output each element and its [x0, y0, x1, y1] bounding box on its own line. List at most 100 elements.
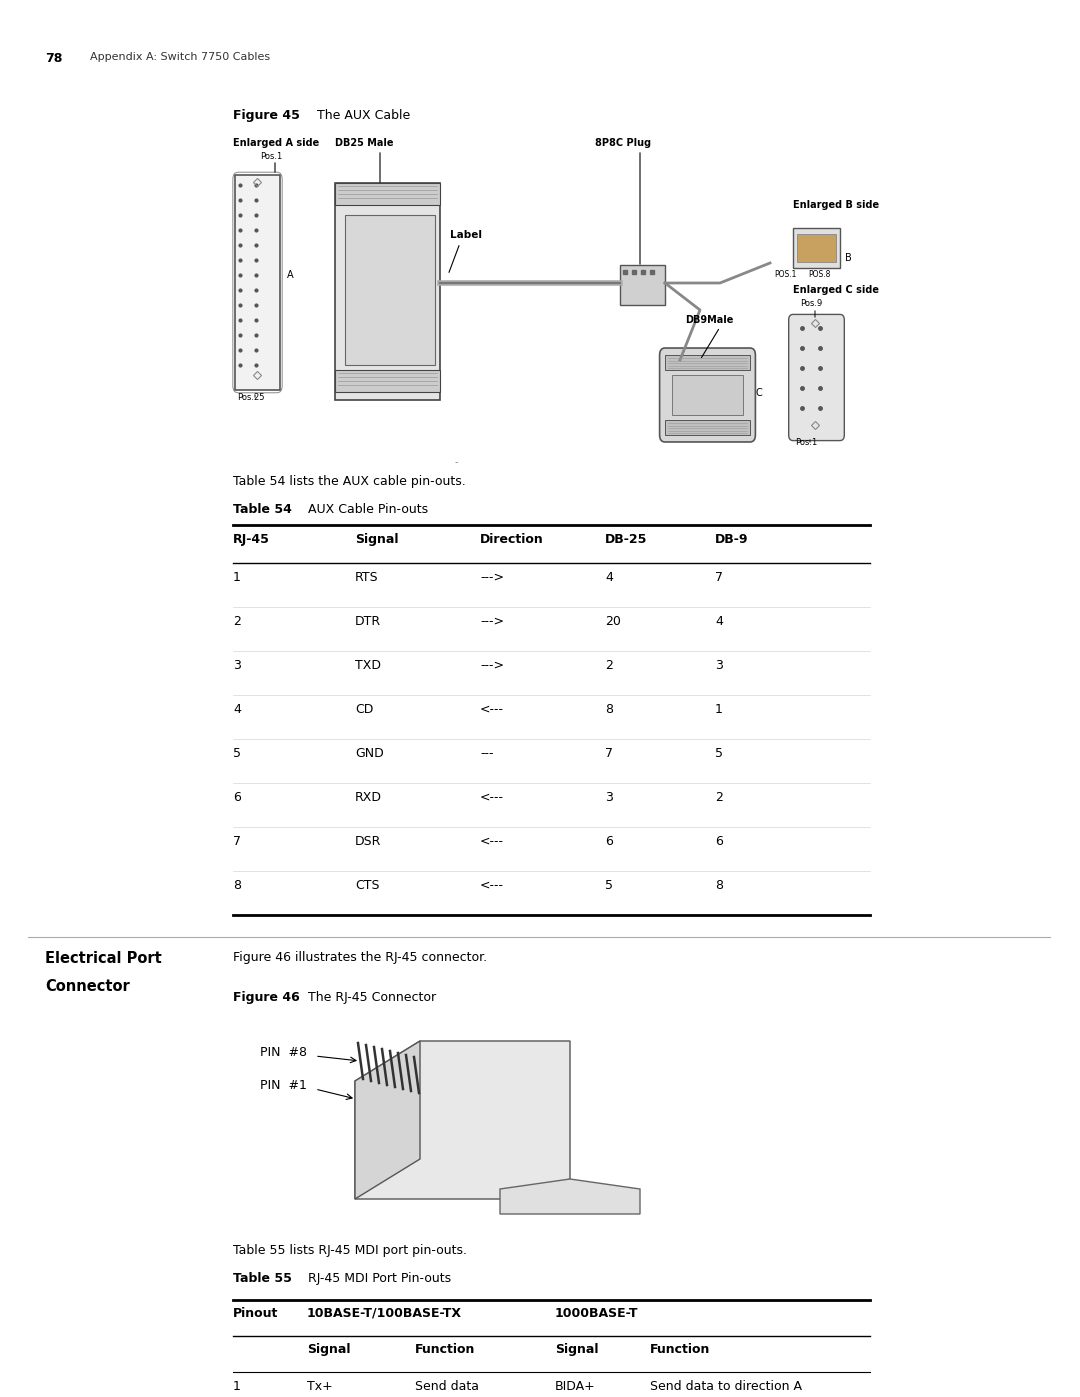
Polygon shape	[355, 1041, 420, 1199]
Text: GND: GND	[355, 747, 383, 760]
Text: 7: 7	[605, 747, 613, 760]
Text: The RJ-45 Connector: The RJ-45 Connector	[300, 990, 436, 1004]
Text: <---: <---	[480, 791, 504, 805]
Text: Table 54 lists the AUX cable pin-outs.: Table 54 lists the AUX cable pin-outs.	[233, 475, 465, 488]
Text: Send data: Send data	[415, 1380, 480, 1393]
Text: 5: 5	[715, 747, 723, 760]
Text: Pos.25: Pos.25	[237, 393, 265, 402]
Bar	[665, 420, 750, 434]
Text: 8: 8	[233, 879, 241, 893]
Text: <---: <---	[480, 703, 504, 717]
Text: 2: 2	[233, 615, 241, 629]
Text: A: A	[287, 270, 294, 279]
Text: RTS: RTS	[355, 571, 379, 584]
Text: Enlarged B side: Enlarged B side	[793, 200, 879, 210]
Bar	[335, 370, 440, 393]
Text: DB9Male: DB9Male	[685, 314, 733, 326]
Text: 7: 7	[233, 835, 241, 848]
Text: Signal: Signal	[555, 1343, 598, 1356]
Text: POS.8: POS.8	[808, 270, 831, 279]
Text: Table 55 lists RJ-45 MDI port pin-outs.: Table 55 lists RJ-45 MDI port pin-outs.	[233, 1243, 467, 1257]
Text: 8P8C Plug: 8P8C Plug	[595, 138, 651, 148]
Text: Tx+: Tx+	[307, 1380, 333, 1393]
Text: 10BASE-T/100BASE-TX: 10BASE-T/100BASE-TX	[307, 1308, 462, 1320]
Bar	[235, 175, 280, 390]
Text: Table 54: Table 54	[233, 503, 292, 515]
Text: 6: 6	[715, 835, 723, 848]
Text: Function: Function	[415, 1343, 475, 1356]
Text: PIN  #1: PIN #1	[260, 1078, 307, 1092]
Text: 2: 2	[715, 791, 723, 805]
Text: --->: --->	[480, 571, 504, 584]
Text: AUX Cable Pin-outs: AUX Cable Pin-outs	[300, 503, 428, 515]
Text: DTR: DTR	[355, 615, 381, 629]
Text: Enlarged A side: Enlarged A side	[233, 138, 320, 148]
FancyBboxPatch shape	[788, 314, 845, 440]
Text: 1000BASE-T: 1000BASE-T	[555, 1308, 638, 1320]
Text: 20: 20	[605, 615, 621, 629]
Bar	[345, 215, 435, 365]
Text: 1: 1	[715, 703, 723, 717]
Text: DB-9: DB-9	[715, 534, 748, 546]
Text: 4: 4	[233, 703, 241, 717]
Text: 8: 8	[605, 703, 613, 717]
Bar	[620, 265, 665, 305]
Text: CD: CD	[355, 703, 374, 717]
Text: 3: 3	[715, 659, 723, 672]
Text: 4: 4	[715, 615, 723, 629]
Text: Appendix A: Switch 7750 Cables: Appendix A: Switch 7750 Cables	[90, 52, 270, 61]
Text: --->: --->	[480, 615, 504, 629]
Text: Table 55: Table 55	[233, 1273, 292, 1285]
Bar	[665, 355, 750, 370]
Text: <---: <---	[480, 879, 504, 893]
Text: DB-25: DB-25	[605, 534, 647, 546]
Bar	[797, 235, 836, 263]
Text: C: C	[755, 388, 761, 398]
Text: 7: 7	[715, 571, 723, 584]
Text: Electrical Port: Electrical Port	[45, 951, 162, 965]
Text: RJ-45 MDI Port Pin-outs: RJ-45 MDI Port Pin-outs	[300, 1273, 451, 1285]
Text: Pos.9: Pos.9	[800, 299, 822, 307]
Text: Send data to direction A: Send data to direction A	[650, 1380, 802, 1393]
Text: B: B	[845, 253, 852, 263]
Text: 8: 8	[715, 879, 723, 893]
FancyBboxPatch shape	[660, 348, 755, 441]
Text: 6: 6	[605, 835, 612, 848]
Text: Pos.1: Pos.1	[260, 152, 282, 161]
Text: --->: --->	[480, 659, 504, 672]
Text: DB25 Male: DB25 Male	[335, 138, 393, 148]
Text: Signal: Signal	[355, 534, 399, 546]
Text: Connector: Connector	[45, 979, 130, 995]
Text: <---: <---	[480, 835, 504, 848]
Text: Enlarged C side: Enlarged C side	[793, 285, 879, 295]
Text: Figure 45: Figure 45	[233, 109, 300, 122]
Polygon shape	[500, 1179, 640, 1214]
Text: 1: 1	[233, 571, 241, 584]
Bar	[335, 183, 440, 400]
Bar	[335, 183, 440, 205]
Text: 4: 4	[605, 571, 612, 584]
Text: Pinout: Pinout	[233, 1308, 279, 1320]
Text: 2: 2	[605, 659, 612, 672]
Text: Label: Label	[450, 231, 482, 240]
Text: Function: Function	[650, 1343, 711, 1356]
Bar	[672, 374, 743, 415]
Text: Figure 46: Figure 46	[233, 990, 300, 1004]
Text: Direction: Direction	[480, 534, 543, 546]
Text: 3: 3	[605, 791, 612, 805]
Text: RJ-45: RJ-45	[233, 534, 270, 546]
Text: 5: 5	[233, 747, 241, 760]
Polygon shape	[355, 1041, 570, 1199]
Text: CTS: CTS	[355, 879, 379, 893]
Text: ---: ---	[480, 747, 494, 760]
Text: 1: 1	[233, 1380, 241, 1393]
Text: 6: 6	[233, 791, 241, 805]
Text: BIDA+: BIDA+	[555, 1380, 596, 1393]
Text: Signal: Signal	[307, 1343, 351, 1356]
Text: 5: 5	[605, 879, 613, 893]
Text: DSR: DSR	[355, 835, 381, 848]
Bar	[793, 228, 840, 268]
Text: 3: 3	[233, 659, 241, 672]
Text: POS.1: POS.1	[774, 270, 796, 279]
Text: -: -	[455, 457, 459, 467]
